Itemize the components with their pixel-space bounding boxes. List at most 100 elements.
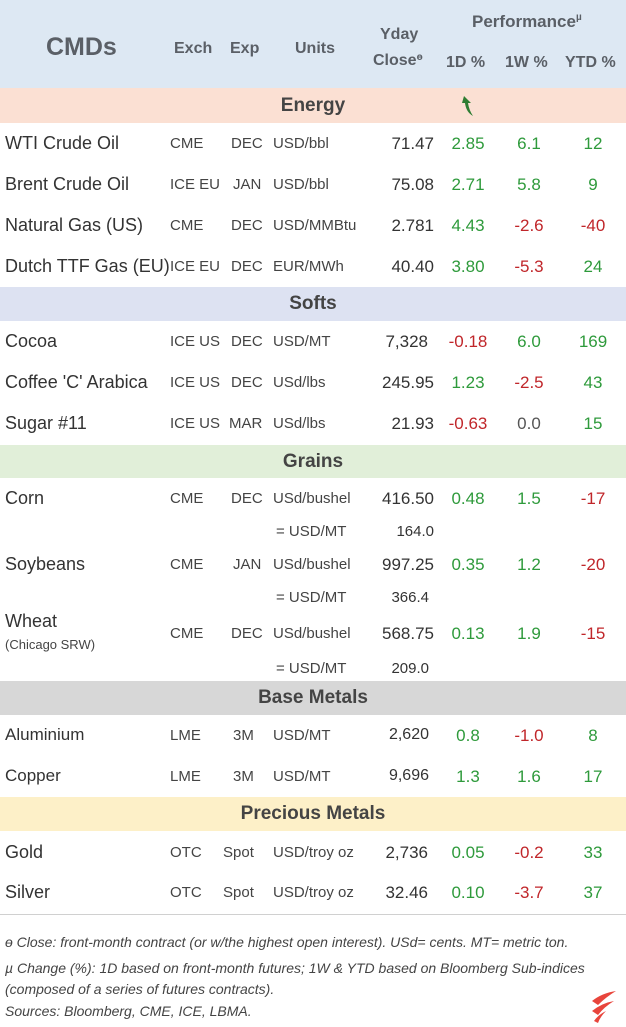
close-value: 2.781	[391, 216, 434, 235]
brand-logo-icon	[592, 991, 616, 1023]
expiry: JAN	[233, 556, 262, 573]
section-base-metals: Base Metals	[0, 681, 626, 715]
expiry: 3M	[233, 727, 254, 744]
footnote-change: µ Change (%): 1D based on front-month fu…	[5, 960, 585, 976]
table-title: CMDs	[46, 33, 117, 61]
change-ytd: -17	[580, 489, 606, 508]
close-value: 21.93	[391, 414, 434, 433]
change-1d: -0.63	[448, 414, 488, 433]
change-ytd: 169	[578, 332, 608, 351]
change-1w: 6.1	[517, 134, 541, 153]
footnote-change-cont: (composed of a series of futures contrac…	[5, 981, 275, 997]
close-value: 997.25	[382, 555, 434, 574]
expiry: 3M	[233, 768, 254, 785]
conversion-value: 164.0	[396, 523, 434, 540]
units: USD/MT	[273, 768, 331, 785]
change-1d: 0.05	[451, 843, 485, 862]
change-ytd: -15	[580, 624, 606, 643]
footnote-close: ɵ Close: front-month contract (or w/the …	[5, 934, 569, 950]
change-1d: 0.8	[456, 726, 480, 745]
col-1w: 1W %	[505, 54, 548, 71]
change-1w: -1.0	[514, 726, 544, 745]
commodity-name: WTI Crude Oil	[5, 133, 120, 153]
exchange: OTC	[170, 844, 202, 861]
conversion-label: = USD/MT	[276, 589, 347, 606]
exchange: CME	[170, 556, 204, 573]
col-exp: Exp	[230, 40, 260, 57]
expiry: DEC	[231, 333, 263, 350]
change-1w: 1.2	[517, 555, 541, 574]
exchange: CME	[170, 490, 204, 507]
expiry: JAN	[233, 176, 262, 193]
close-value: 2,736	[385, 843, 428, 862]
commodity-name: Sugar #11	[5, 413, 87, 433]
close-superscript: ɵ	[416, 52, 423, 63]
units: USD/MMBtu	[273, 217, 357, 234]
close-value: 7,328	[385, 332, 428, 351]
change-ytd: -40	[580, 216, 606, 235]
commodity-name: Aluminium	[5, 725, 85, 744]
change-ytd: 17	[583, 767, 603, 786]
change-ytd: -20	[580, 555, 606, 574]
change-1d: 3.80	[451, 257, 485, 276]
conversion-label: = USD/MT	[276, 660, 347, 677]
exchange: CME	[170, 625, 204, 642]
expiry: Spot	[223, 884, 254, 901]
change-1d: 0.10	[451, 883, 485, 902]
expiry: DEC	[231, 490, 263, 507]
units: USd/bushel	[273, 490, 351, 507]
change-1w: -3.7	[514, 883, 544, 902]
units: USd/bushel	[273, 556, 351, 573]
table-header: CMDs Exch Exp Units Yday Closeɵ Performa…	[0, 0, 626, 88]
exchange: ICE EU	[170, 176, 221, 193]
change-ytd: 12	[583, 134, 603, 153]
exchange: ICE EU	[170, 258, 221, 275]
close-value: 9,696	[388, 767, 429, 784]
units: USd/lbs	[273, 374, 326, 391]
commodity-name: Coffee 'C' Arabica	[5, 372, 148, 392]
change-ytd: 24	[583, 257, 603, 276]
close-value: 245.95	[382, 373, 434, 392]
commodity-name: Corn	[5, 488, 45, 508]
performance-superscript: µ	[575, 12, 582, 23]
close-value: 40.40	[391, 257, 434, 276]
expiry: DEC	[231, 374, 263, 391]
col-yday: Yday	[380, 26, 419, 43]
change-1d: 4.43	[451, 216, 485, 235]
col-exch: Exch	[174, 40, 213, 57]
expiry: Spot	[223, 844, 254, 861]
change-ytd: 15	[583, 414, 603, 433]
col-units: Units	[295, 40, 335, 57]
change-1w: 1.9	[517, 624, 541, 643]
change-1w: 5.8	[517, 175, 541, 194]
change-1d: 0.48	[451, 489, 485, 508]
change-1w: -2.5	[514, 373, 544, 392]
commodity-name: Natural Gas (US)	[5, 215, 144, 235]
curved-up-arrow-icon	[462, 96, 473, 116]
close-value: 2,620	[388, 726, 429, 743]
change-1w: 1.6	[517, 767, 541, 786]
close-value: 416.50	[382, 489, 434, 508]
units: USd/lbs	[273, 415, 326, 432]
exchange: LME	[170, 727, 201, 744]
units: USD/troy oz	[273, 844, 354, 861]
change-1w: 6.0	[517, 332, 541, 351]
units: USD/bbl	[273, 135, 329, 152]
expiry: DEC	[231, 625, 263, 642]
commodity-name: Silver	[5, 882, 51, 902]
change-1d: 2.71	[451, 175, 485, 194]
section-energy: Energy	[0, 88, 626, 123]
change-ytd: 37	[583, 883, 603, 902]
expiry: DEC	[231, 135, 263, 152]
section-energy-label: Energy	[280, 95, 346, 116]
exchange: OTC	[170, 884, 202, 901]
footnote-divider	[0, 914, 626, 915]
commodity-name: Soybeans	[5, 554, 86, 574]
col-performance: Performanceµ	[472, 12, 582, 32]
commodity-name: Cocoa	[5, 331, 58, 351]
section-softs: Softs	[0, 287, 626, 321]
commodity-name: Brent Crude Oil	[5, 174, 130, 194]
conversion-value: 209.0	[391, 660, 429, 677]
change-1d: 1.23	[451, 373, 485, 392]
change-1d: 0.13	[451, 624, 485, 643]
